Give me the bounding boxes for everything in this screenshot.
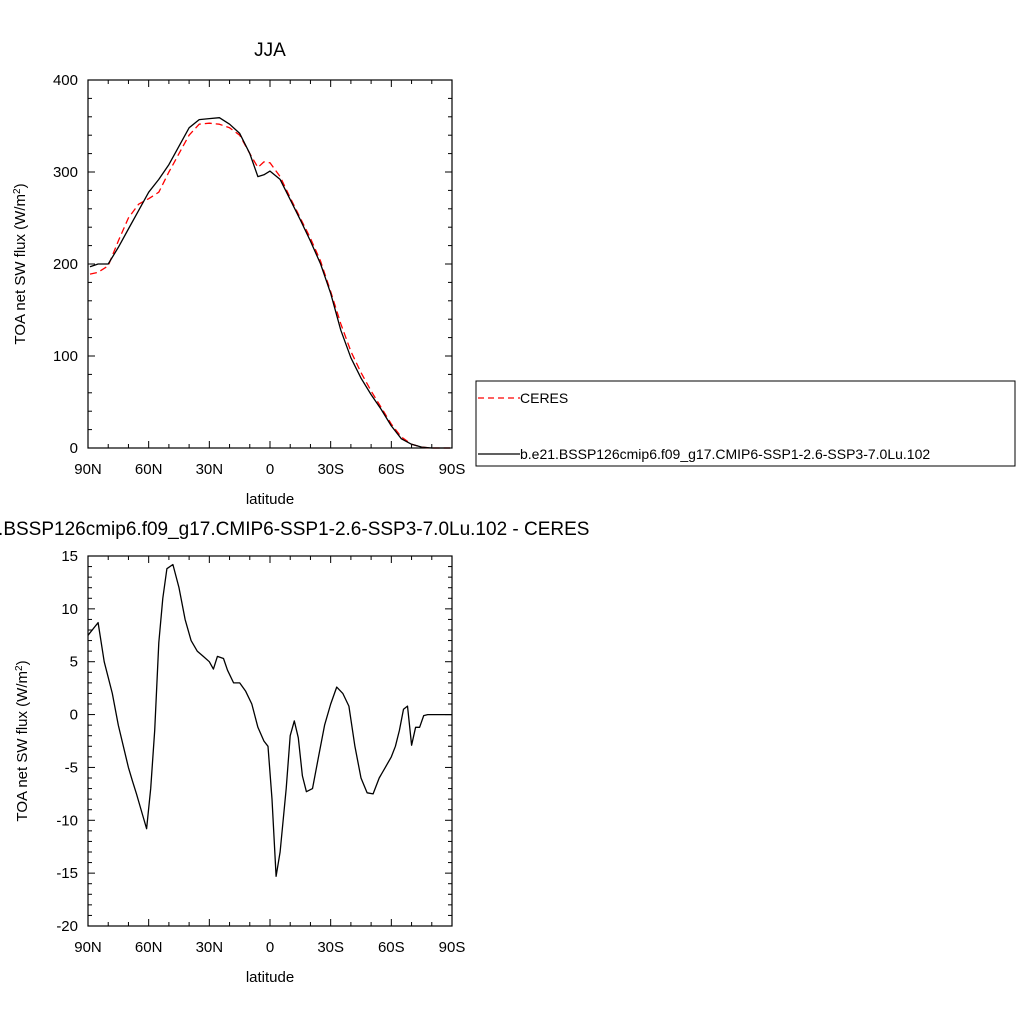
y-tick-label: 0	[70, 707, 78, 724]
top-ticks	[87, 79, 453, 449]
series-line-0-1	[89, 117, 450, 449]
y-tick-label: 100	[53, 348, 78, 365]
top-chart-title: JJA	[254, 40, 286, 61]
legend-label-ceres: CERES	[520, 390, 568, 406]
y-tick-label: 5	[70, 654, 78, 671]
bottom-plot-area: 90N 60N 30N 0 30S 60S 90S -20 -15 -10 -5 0 5 10 15	[56, 548, 465, 956]
bottom-x-tick-labels: 90N 60N 30N 0 30S 60S 90S	[74, 939, 465, 956]
x-tick-label: 0	[266, 939, 274, 956]
bottom-chart-title: b.e21.BSSP126cmip6.f09_g17.CMIP6-SSP1-2.…	[0, 519, 589, 540]
top-x-tick-labels: 90N 60N 30N 0 30S 60S 90S	[74, 461, 465, 478]
top-plot-area: 90N 60N 30N 0 30S 60S 90S 0 100 200 300 400	[53, 72, 465, 478]
top-series-lines	[89, 117, 450, 449]
panel-top: JJA 90N 60N 30N 0 30S 60S 90S 0 100 200 300 400 la…	[12, 40, 1016, 508]
top-y-tick-labels: 0 100 200 300 400	[53, 72, 78, 457]
x-tick-label: 30S	[317, 939, 344, 956]
legend: CERES b.e21.BSSP126cmip6.f09_g17.CMIP6-S…	[475, 380, 1016, 467]
y-tick-label: -20	[56, 918, 78, 935]
top-x-axis-title: latitude	[246, 491, 294, 508]
x-tick-label: 90S	[439, 939, 466, 956]
x-tick-label: 60N	[135, 461, 163, 478]
y-tick-label: 0	[70, 440, 78, 457]
bottom-x-axis-title: latitude	[246, 969, 294, 986]
bottom-ticks	[87, 555, 453, 927]
series-line-1-0	[87, 563, 452, 877]
bottom-y-tick-labels: -20 -15 -10 -5 0 5 10 15	[56, 548, 78, 935]
series-line-0-0	[89, 122, 450, 449]
x-tick-label: 90S	[439, 461, 466, 478]
x-tick-label: 30S	[317, 461, 344, 478]
bottom-series-lines	[87, 563, 452, 877]
y-tick-label: -10	[56, 812, 78, 829]
bottom-y-axis-title: TOA net SW flux (W/m2)	[14, 660, 32, 821]
x-tick-label: 30N	[196, 939, 224, 956]
y-tick-label: 200	[53, 256, 78, 273]
y-tick-label: -5	[65, 759, 78, 776]
top-y-axis-title: TOA net SW flux (W/m2)	[12, 183, 30, 344]
x-tick-label: 60S	[378, 939, 405, 956]
x-tick-label: 60S	[378, 461, 405, 478]
legend-label-model: b.e21.BSSP126cmip6.f09_g17.CMIP6-SSP1-2.…	[520, 446, 930, 462]
x-tick-label: 90N	[74, 939, 102, 956]
x-tick-label: 30N	[196, 461, 224, 478]
x-tick-label: 90N	[74, 461, 102, 478]
y-tick-label: 400	[53, 72, 78, 89]
y-tick-label: -15	[56, 865, 78, 882]
panel-bottom: b.e21.BSSP126cmip6.f09_g17.CMIP6-SSP1-2.…	[0, 519, 589, 986]
top-plot-frame	[87, 79, 453, 449]
y-tick-label: 10	[61, 601, 78, 618]
legend-box	[475, 380, 1016, 467]
y-tick-label: 15	[61, 548, 78, 565]
x-tick-label: 60N	[135, 939, 163, 956]
x-tick-label: 0	[266, 461, 274, 478]
y-tick-label: 300	[53, 164, 78, 181]
